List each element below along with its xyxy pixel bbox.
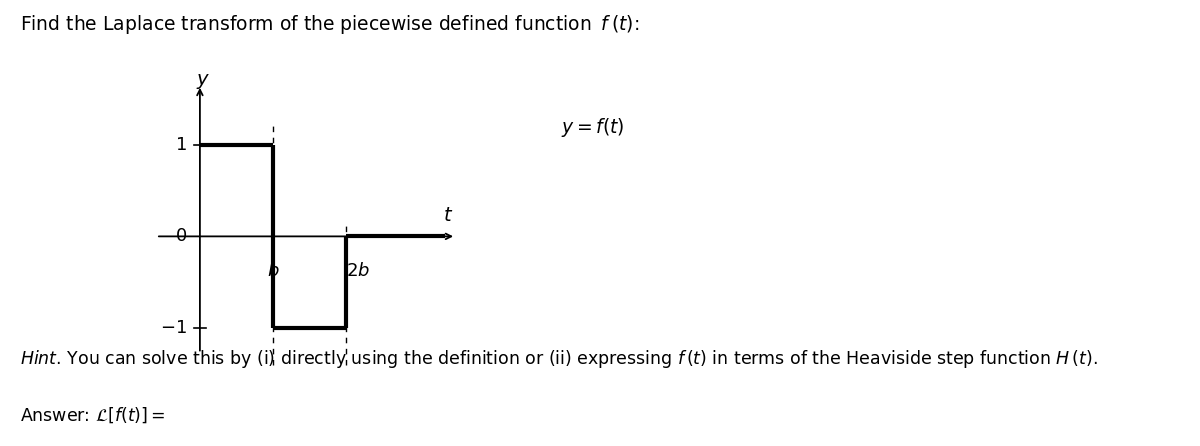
Text: $y$: $y$ [196,72,210,91]
Text: $0$: $0$ [175,227,187,245]
Text: $b$: $b$ [266,262,280,280]
Text: $-1$: $-1$ [160,319,187,337]
Text: $t$: $t$ [443,207,454,225]
Text: $2b$: $2b$ [347,262,371,280]
Text: Answer: $\mathcal{L}[f(t)] =$: Answer: $\mathcal{L}[f(t)] =$ [20,406,166,425]
Text: $y = f(t)$: $y = f(t)$ [562,116,624,139]
Text: $\mathit{Hint}$. You can solve this by (i) directly using the definition or (ii): $\mathit{Hint}$. You can solve this by (… [20,348,1098,370]
Text: Find the Laplace transform of the piecewise defined function  $\mathit{f}$ $(t)$: Find the Laplace transform of the piecew… [20,13,640,37]
Text: $1$: $1$ [175,136,187,153]
